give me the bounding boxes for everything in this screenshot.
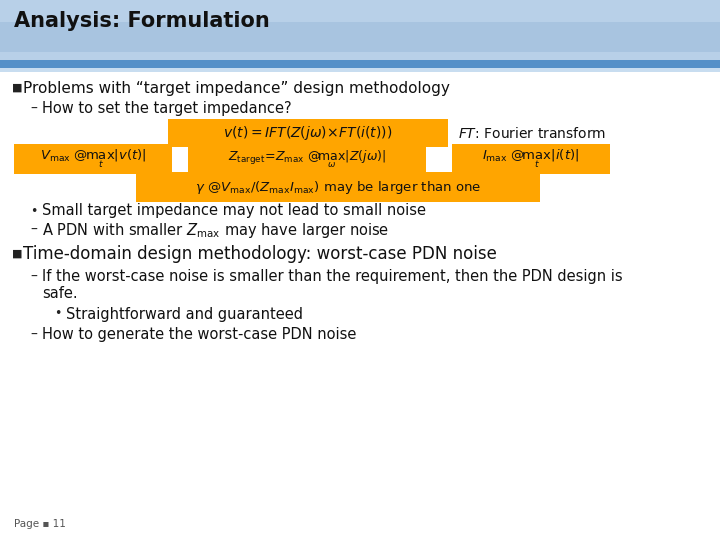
Text: Analysis: Formulation: Analysis: Formulation <box>14 11 270 31</box>
Bar <box>14 144 172 174</box>
Bar <box>0 0 720 62</box>
Text: $\mathit{FT}$: Fourier transform: $\mathit{FT}$: Fourier transform <box>458 125 606 140</box>
Bar <box>136 172 540 202</box>
Text: $I_{\rm max}\ @\!\max_{t}|i(t)|$: $I_{\rm max}\ @\!\max_{t}|i(t)|$ <box>482 147 580 171</box>
Bar <box>0 60 720 68</box>
Bar <box>0 68 720 72</box>
Text: –: – <box>30 102 37 116</box>
Text: $v(t) = IFT(Z(j\omega)\!\times\!FT(i(t)))$: $v(t) = IFT(Z(j\omega)\!\times\!FT(i(t))… <box>223 124 392 142</box>
Text: Page ▪ 11: Page ▪ 11 <box>14 519 66 529</box>
Text: –: – <box>30 223 37 237</box>
Text: •: • <box>54 307 61 321</box>
Text: $V_{\rm max}\ @\!\max_{t}|v(t)|$: $V_{\rm max}\ @\!\max_{t}|v(t)|$ <box>40 147 146 171</box>
Text: ■: ■ <box>12 249 22 259</box>
Text: Time-domain design methodology: worst-case PDN noise: Time-domain design methodology: worst-ca… <box>23 245 497 263</box>
Text: Small target impedance may not lead to small noise: Small target impedance may not lead to s… <box>42 204 426 219</box>
Text: $\gamma\ @V_{\rm max}/(Z_{\rm max}I_{\rm max})\ \mathrm{may\ be\ larger\ than\ o: $\gamma\ @V_{\rm max}/(Z_{\rm max}I_{\rm… <box>195 179 481 195</box>
Text: –: – <box>30 270 37 284</box>
Bar <box>452 144 610 174</box>
Text: ■: ■ <box>12 83 22 93</box>
Text: Problems with “target impedance” design methodology: Problems with “target impedance” design … <box>23 80 450 96</box>
Text: safe.: safe. <box>42 286 78 300</box>
Text: •: • <box>30 205 37 218</box>
Bar <box>188 144 426 174</box>
Text: How to set the target impedance?: How to set the target impedance? <box>42 102 292 117</box>
Text: $Z_{\rm target}\!=\!Z_{\rm max}\ @\!\max_{\omega}|Z(j\omega)|$: $Z_{\rm target}\!=\!Z_{\rm max}\ @\!\max… <box>228 148 386 170</box>
Text: How to generate the worst-case PDN noise: How to generate the worst-case PDN noise <box>42 327 356 342</box>
Text: –: – <box>30 328 37 342</box>
Bar <box>0 22 720 52</box>
Bar <box>0 72 720 540</box>
Text: A PDN with smaller $Z_{\rm max}$ may have larger noise: A PDN with smaller $Z_{\rm max}$ may hav… <box>42 220 390 240</box>
Text: Straightforward and guaranteed: Straightforward and guaranteed <box>66 307 303 321</box>
Bar <box>168 119 448 147</box>
Text: If the worst-case noise is smaller than the requirement, then the PDN design is: If the worst-case noise is smaller than … <box>42 269 623 285</box>
